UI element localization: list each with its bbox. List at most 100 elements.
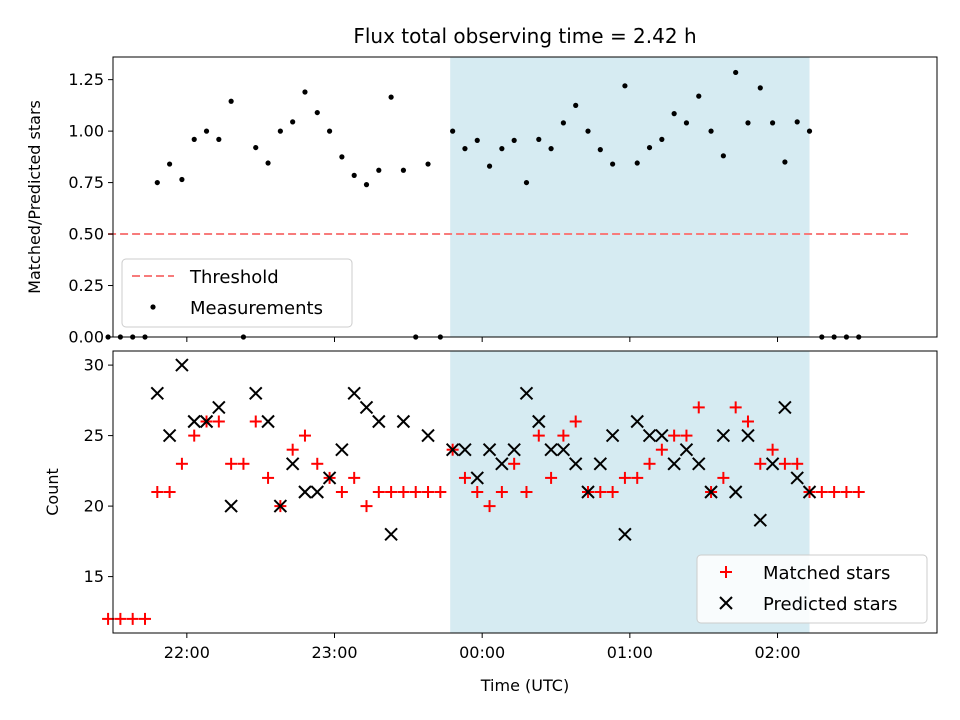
measurement-point <box>363 182 370 188</box>
measurement-point <box>154 179 160 186</box>
measurement-point <box>474 137 480 143</box>
measurement-point <box>782 159 788 165</box>
bottom-legend-box <box>696 554 928 624</box>
bottom-y-tick-label: 25 <box>84 426 104 445</box>
matched-star-point <box>102 612 115 625</box>
matched-star-point <box>458 471 471 484</box>
predicted-star-point <box>298 485 312 499</box>
matched-star-point <box>163 486 176 498</box>
legend-threshold-label: Threshold <box>189 267 279 288</box>
measurement-point <box>573 102 579 108</box>
predicted-star-point <box>470 471 484 485</box>
predicted-star-point <box>224 499 238 513</box>
matched-star-point <box>520 486 533 498</box>
matched-star-point <box>262 471 275 484</box>
x-tick-label: 23:00 <box>311 643 357 662</box>
matched-star-point <box>668 429 681 442</box>
measurement-point <box>659 136 665 142</box>
matched-star-point <box>532 429 545 442</box>
predicted-star-point <box>642 428 657 443</box>
matched-star-point <box>298 429 311 442</box>
predicted-star-point <box>212 400 226 415</box>
measurement-point <box>253 144 259 151</box>
matched-star-point <box>557 429 570 442</box>
measurement-point <box>794 119 800 125</box>
matched-star-point <box>508 457 521 470</box>
measurement-point <box>376 167 382 173</box>
bottom-plot-marks <box>102 358 865 625</box>
measurement-point <box>585 128 591 134</box>
predicted-star-point <box>495 457 509 471</box>
x-tick-label: 00:00 <box>459 643 505 662</box>
predicted-star-point <box>396 414 411 429</box>
matched-star-point <box>766 443 779 456</box>
bottom-y-tick-label: 20 <box>84 497 104 516</box>
legend-matched-label: Matched stars <box>763 563 890 584</box>
x-tick-label: 02:00 <box>754 643 800 662</box>
x-tick-label: 22:00 <box>164 643 210 662</box>
predicted-star-point <box>335 442 349 457</box>
measurement-point <box>622 83 628 89</box>
predicted-star-point <box>605 428 620 443</box>
measurement-point <box>511 137 517 143</box>
measurement-point <box>388 94 394 100</box>
matched-star-point <box>692 401 705 414</box>
bottom-y-tick-label: 15 <box>84 567 104 586</box>
matched-star-point <box>360 500 373 513</box>
predicted-star-point <box>728 485 743 499</box>
predicted-star-point <box>285 457 300 471</box>
measurement-point <box>720 153 726 159</box>
matched-star-point <box>791 457 804 470</box>
top-y-tick-label: 1.25 <box>68 70 104 89</box>
matched-star-point <box>569 415 582 428</box>
matched-star-point <box>237 457 250 470</box>
predicted-star-point <box>458 442 472 457</box>
matched-star-point <box>422 486 435 498</box>
top-y-tick-label: 0.75 <box>68 173 104 192</box>
matched-star-point <box>618 471 631 484</box>
matched-star-point <box>680 429 693 442</box>
predicted-star-point <box>322 471 337 485</box>
predicted-star-point <box>630 414 644 429</box>
measurement-point <box>757 85 763 91</box>
top-panel: 0.00 0.25 0.50 0.75 1.00 1.25 Flux total obse… <box>25 24 938 347</box>
predicted-star-point <box>384 527 398 542</box>
x-axis-label: Time (UTC) <box>480 676 569 695</box>
predicted-star-point <box>581 485 595 499</box>
predicted-star-point <box>519 386 534 401</box>
predicted-star-point <box>175 358 189 372</box>
legend-measurements-swatch <box>150 304 156 310</box>
measurement-point <box>339 154 345 160</box>
top-plot-marks <box>105 69 908 340</box>
measurement-point <box>745 120 751 126</box>
matched-star-point <box>249 415 262 428</box>
measurement-point <box>597 147 603 153</box>
top-y-tick-label: 0.50 <box>68 225 104 244</box>
top-y-axis-label: Matched/Predicted stars <box>25 100 44 294</box>
matched-star-point <box>311 457 324 470</box>
predicted-star-point <box>347 386 361 401</box>
bottom-legend: Matched stars Predicted stars <box>696 554 928 624</box>
matched-star-point <box>212 415 225 428</box>
measurement-point <box>733 69 739 76</box>
measurement-point <box>806 128 813 134</box>
measurement-point <box>425 161 431 167</box>
top-axes-frame <box>112 56 938 338</box>
measurement-point <box>191 136 197 142</box>
top-legend: Threshold Measurements <box>121 258 353 328</box>
matched-star-point <box>471 486 484 498</box>
matched-star-point <box>385 486 398 498</box>
matched-star-point <box>852 486 865 498</box>
predicted-star-point <box>716 428 731 443</box>
measurement-point <box>216 136 222 142</box>
top-y-tick-label: 0.00 <box>68 328 104 347</box>
bottom-x-ticks: 22:00 23:00 00:00 01:00 02:00 <box>164 633 801 662</box>
predicted-star-point <box>532 414 546 429</box>
top-y-ticks: 0.00 0.25 0.50 0.75 1.00 1.25 <box>68 70 113 347</box>
predicted-star-point <box>187 414 201 429</box>
predicted-star-point <box>482 442 497 457</box>
predicted-star-point <box>359 400 374 415</box>
predicted-star-point <box>679 442 694 457</box>
measurement-point <box>769 120 776 126</box>
